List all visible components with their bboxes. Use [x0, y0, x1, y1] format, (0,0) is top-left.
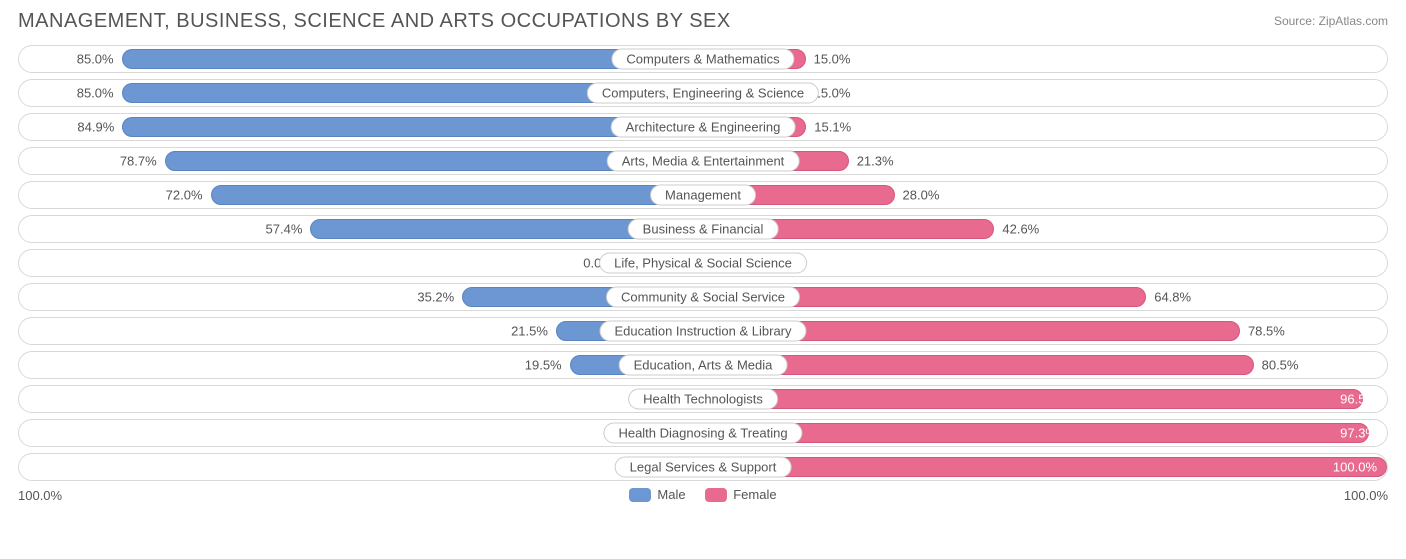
male-half: 2.7%	[19, 420, 703, 446]
chart-footer: 100.0% Male Female 100.0%	[18, 487, 1388, 505]
male-value-label: 84.9%	[77, 120, 114, 135]
chart-row: 19.5% 80.5% Education, Arts & Media	[18, 351, 1388, 379]
chart-row: 0.0%0.0%Life, Physical & Social Science	[18, 249, 1388, 277]
category-label: Management	[650, 185, 756, 206]
category-label: Business & Financial	[628, 219, 779, 240]
female-half: 15.1%	[703, 114, 1387, 140]
female-value-label: 64.8%	[1154, 290, 1191, 305]
category-label: Legal Services & Support	[615, 457, 792, 478]
axis-right-label: 100.0%	[1344, 488, 1388, 503]
chart-row: 72.0% 28.0% Management	[18, 181, 1388, 209]
category-label: Arts, Media & Entertainment	[607, 151, 800, 172]
male-half: 3.5%	[19, 386, 703, 412]
category-label: Computers, Engineering & Science	[587, 83, 819, 104]
female-value-label: 97.3%	[1340, 426, 1377, 441]
female-half: 28.0%	[703, 182, 1387, 208]
male-half: 57.4%	[19, 216, 703, 242]
category-label: Community & Social Service	[606, 287, 800, 308]
chart-row: 2.7% 97.3% Health Diagnosing & Treating	[18, 419, 1388, 447]
legend-female-label: Female	[733, 487, 776, 502]
legend-male: Male	[629, 487, 685, 502]
male-half: 84.9%	[19, 114, 703, 140]
chart-row: 0.0% 100.0% Legal Services & Support	[18, 453, 1388, 481]
category-label: Life, Physical & Social Science	[599, 253, 807, 274]
category-label: Health Technologists	[628, 389, 778, 410]
female-half: 100.0%	[703, 454, 1387, 480]
female-value-label: 78.5%	[1248, 324, 1285, 339]
chart-row: 35.2% 64.8% Community & Social Service	[18, 283, 1388, 311]
occupations-chart: 85.0% 15.0% Computers & Mathematics 85.0% 15…	[18, 45, 1388, 481]
male-value-label: 72.0%	[166, 188, 203, 203]
source-label: Source:	[1274, 14, 1315, 28]
male-half: 0.0%	[19, 454, 703, 480]
female-bar	[703, 389, 1363, 409]
female-half: 64.8%	[703, 284, 1387, 310]
legend-female-swatch	[705, 488, 727, 502]
male-half: 85.0%	[19, 46, 703, 72]
female-value-label: 28.0%	[903, 188, 940, 203]
male-value-label: 21.5%	[511, 324, 548, 339]
male-bar	[211, 185, 703, 205]
female-half: 97.3%	[703, 420, 1387, 446]
female-value-label: 80.5%	[1262, 358, 1299, 373]
female-half: 42.6%	[703, 216, 1387, 242]
male-value-label: 85.0%	[77, 86, 114, 101]
male-half: 19.5%	[19, 352, 703, 378]
chart-row: 84.9% 15.1% Architecture & Engineering	[18, 113, 1388, 141]
male-half: 72.0%	[19, 182, 703, 208]
female-value-label: 100.0%	[1333, 460, 1377, 475]
male-value-label: 57.4%	[266, 222, 303, 237]
female-half: 15.0%	[703, 46, 1387, 72]
chart-title: MANAGEMENT, BUSINESS, SCIENCE AND ARTS O…	[18, 10, 731, 33]
male-half: 78.7%	[19, 148, 703, 174]
category-label: Education Instruction & Library	[599, 321, 806, 342]
female-bar	[703, 423, 1369, 443]
chart-row: 85.0% 15.0% Computers & Mathematics	[18, 45, 1388, 73]
male-value-label: 19.5%	[525, 358, 562, 373]
category-label: Computers & Mathematics	[611, 49, 794, 70]
female-half: 21.3%	[703, 148, 1387, 174]
source-attribution: Source: ZipAtlas.com	[1274, 10, 1388, 28]
chart-row: 78.7% 21.3% Arts, Media & Entertainment	[18, 147, 1388, 175]
male-value-label: 35.2%	[417, 290, 454, 305]
category-label: Education, Arts & Media	[619, 355, 788, 376]
header: MANAGEMENT, BUSINESS, SCIENCE AND ARTS O…	[18, 10, 1388, 33]
chart-row: 3.5% 96.5% Health Technologists	[18, 385, 1388, 413]
female-value-label: 96.5%	[1340, 392, 1377, 407]
female-half: 96.5%	[703, 386, 1387, 412]
chart-row: 85.0% 15.0%Computers, Engineering & Scien…	[18, 79, 1388, 107]
female-value-label: 15.0%	[814, 86, 851, 101]
male-value-label: 78.7%	[120, 154, 157, 169]
legend-female: Female	[705, 487, 776, 502]
chart-row: 57.4% 42.6% Business & Financial	[18, 215, 1388, 243]
source-site: ZipAtlas.com	[1319, 14, 1388, 28]
category-label: Health Diagnosing & Treating	[603, 423, 802, 444]
female-half: 80.5%	[703, 352, 1387, 378]
chart-row: 21.5% 78.5% Education Instruction & Librar…	[18, 317, 1388, 345]
legend-male-label: Male	[657, 487, 685, 502]
female-value-label: 21.3%	[857, 154, 894, 169]
axis-left-label: 100.0%	[18, 488, 62, 503]
female-value-label: 15.0%	[814, 52, 851, 67]
female-value-label: 42.6%	[1002, 222, 1039, 237]
female-value-label: 15.1%	[814, 120, 851, 135]
legend: Male Female	[62, 487, 1344, 505]
legend-male-swatch	[629, 488, 651, 502]
category-label: Architecture & Engineering	[611, 117, 796, 138]
male-half: 35.2%	[19, 284, 703, 310]
male-value-label: 85.0%	[77, 52, 114, 67]
female-bar	[703, 457, 1387, 477]
